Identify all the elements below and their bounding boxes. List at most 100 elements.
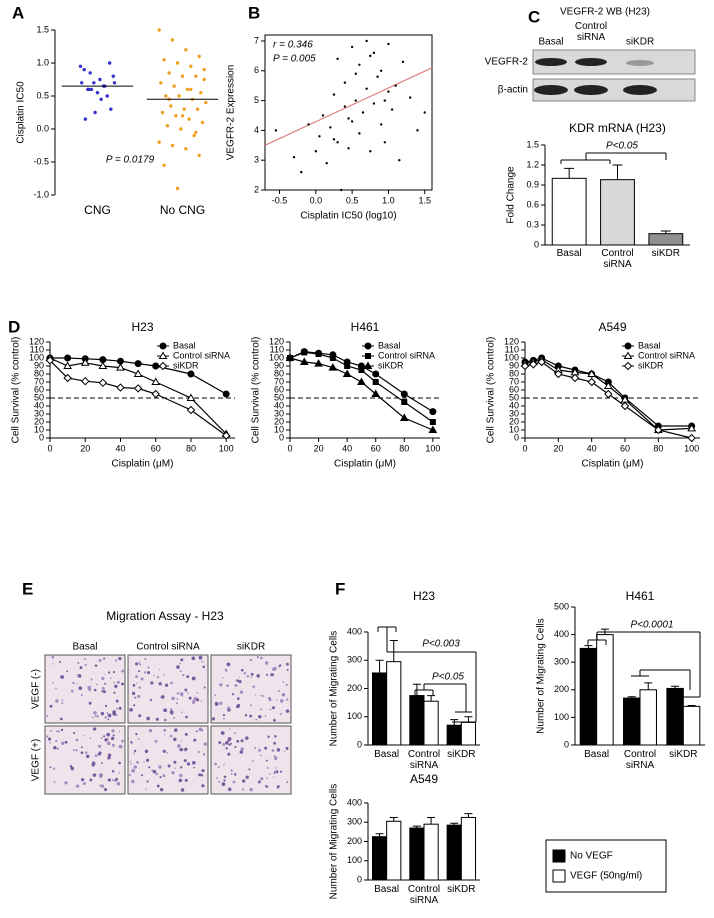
cell-dot [273,755,276,757]
legend-swatch [552,849,566,863]
y-tick-label: 80 [274,368,284,378]
cell-dot [49,766,52,769]
cell-dot [234,683,238,688]
cell-dot [55,687,57,689]
cell-dot [118,730,121,733]
point [195,107,200,111]
cell-dot [214,694,217,697]
point [372,102,376,105]
point [390,108,394,111]
cell-dot [162,774,166,778]
x-tick-label-box: siKDR [652,248,680,259]
cell-dot [104,682,107,685]
cell-dot [227,737,232,741]
y-tick-label: 300 [347,655,362,665]
cell-dot [156,676,160,679]
cell-dot [110,736,115,741]
y-tick-label: 100 [504,352,519,362]
point [82,67,86,72]
cell-dot [236,697,240,700]
error-bar [464,813,473,818]
cell-dot [218,741,222,744]
bar [386,820,402,881]
y-tick-label: 70 [34,376,44,386]
y-axis-label: Number of Migrating Cells [329,784,340,900]
cell-dot [75,784,80,788]
cell-dot [250,672,254,676]
cell-dot [177,744,181,748]
cell-dot [236,704,240,709]
cell-dot [221,782,226,786]
cell-dot [118,706,122,710]
cell-dot [131,691,136,695]
annotation: P = 0.0179 [106,155,155,166]
cell-dot [258,715,262,719]
cell-dot [200,700,203,703]
x-tick-label: Control siRNA [407,749,441,771]
point [321,114,325,117]
cell-dot [118,771,120,774]
cell-dot [246,675,250,678]
cell-dot [131,779,135,784]
cell-dot [156,784,160,788]
annotation: P = 0.005 [273,54,316,65]
cell-dot [138,662,140,664]
point [87,87,91,92]
point [314,359,323,367]
cell-dot [256,656,259,659]
cell-dot [60,675,64,679]
y-axis-label: Number of Migrating Cells [536,618,547,734]
point [372,379,379,385]
cell-dot [116,680,120,684]
y-tick-label: 0 [357,739,362,749]
cell-dot [180,740,183,742]
cell-dot [103,657,106,660]
point [387,42,390,46]
cell-dot [133,696,137,699]
cell-dot [107,671,111,674]
point [98,77,102,82]
cell-dot [273,772,276,775]
cell-dot [138,670,141,673]
cell-dot [239,690,244,694]
point [529,360,538,369]
point [180,114,185,118]
point [358,367,365,373]
point [170,143,175,148]
cell-dot [64,781,68,785]
cell-dot [285,683,288,686]
lane-label: Basal [538,37,563,48]
point [78,64,83,69]
cell-dot [182,673,185,677]
point [398,158,401,162]
point [300,170,303,174]
cell-dot [218,780,221,783]
legend-label: No VEGF [570,851,613,862]
cell-dot [252,685,256,689]
cell-dot [133,752,135,754]
x-tick-label: Control siRNA [623,749,657,771]
cell-dot [249,714,253,718]
cell-dot [286,781,289,783]
y-tick-label: 500 [554,601,569,611]
y-tick-label: 3 [254,155,259,165]
cell-dot [128,773,132,776]
cell-dot [234,745,237,749]
point [687,423,697,432]
y-tick-label: -1.0 [33,189,49,199]
point [202,77,206,82]
point [189,64,193,69]
cell-dot [90,678,93,681]
cell-dot [239,750,244,754]
y-tick-label: 60 [509,384,519,394]
x-tick-label: siKDR [447,749,476,760]
cell-dot [223,763,225,766]
point [81,376,90,386]
cell-dot [281,692,286,697]
cell-dot [52,682,54,684]
point [111,74,115,78]
cell-dot [115,699,119,703]
cell-dot [186,762,191,766]
point [401,60,405,64]
